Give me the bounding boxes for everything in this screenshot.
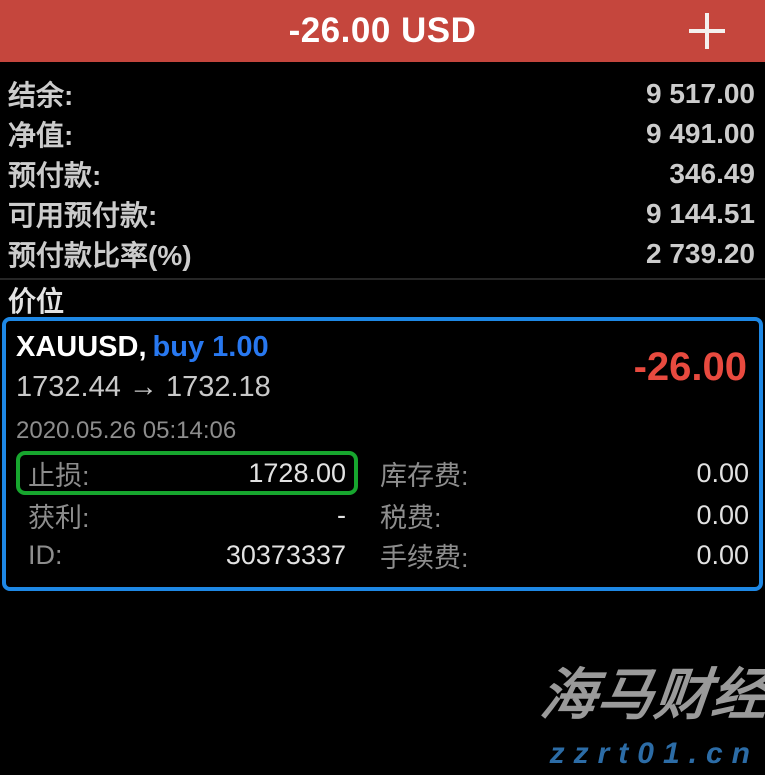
floating-pl-title: -26.00 USD (288, 11, 477, 50)
free-margin-label: 可用预付款: (8, 200, 158, 231)
open-price: 1732.44 (16, 371, 121, 403)
position-details: 止损: 1728.00 库存费: 0.00 获利: - 税费: 0.00 ID:… (16, 451, 749, 575)
account-row-free-margin: 可用预付款: 9 144.51 (8, 194, 755, 234)
section-divider (0, 278, 765, 280)
swap-row: 库存费: 0.00 (380, 453, 749, 493)
account-row-margin-level: 预付款比率(%) 2 739.20 (8, 234, 755, 274)
add-order-button[interactable] (685, 9, 729, 53)
position-header: XAUUSD, buy 1.00 (16, 329, 749, 365)
account-summary: 结余: 9 517.00 净值: 9 491.00 预付款: 346.49 可用… (0, 62, 765, 274)
order-id-row: ID: 30373337 (16, 535, 358, 575)
order-id-label: ID: (28, 539, 63, 570)
account-row-margin: 预付款: 346.49 (8, 154, 755, 194)
order-id-value: 30373337 (225, 539, 346, 570)
take-profit-label: 获利: (28, 502, 90, 533)
stop-loss-row-highlighted: 止损: 1728.00 (16, 451, 358, 495)
swap-label: 库存费: (380, 460, 469, 491)
take-profit-value: - (337, 499, 346, 530)
taxes-label: 税费: (380, 502, 442, 533)
taxes-value: 0.00 (696, 499, 749, 530)
position-prices: 1732.44 → 1732.18 (16, 369, 749, 405)
commission-value: 0.00 (696, 539, 749, 570)
margin-value: 346.49 (669, 158, 755, 189)
symbol-label: XAUUSD, (16, 331, 147, 363)
free-margin-value: 9 144.51 (646, 198, 755, 229)
stop-loss-label: 止损: (28, 460, 90, 491)
current-price: 1732.18 (165, 371, 271, 403)
position-profit: -26.00 (633, 345, 747, 389)
arrow-right-icon: → (128, 371, 158, 403)
swap-value: 0.00 (696, 457, 749, 488)
margin-label: 预付款: (8, 160, 102, 191)
margin-level-value: 2 739.20 (646, 238, 755, 269)
equity-label: 净值: (8, 120, 74, 151)
positions-section-title: 价位 (8, 286, 65, 317)
balance-value: 9 517.00 (646, 78, 755, 109)
header-bar: -26.00 USD (0, 0, 765, 62)
take-profit-row: 获利: - (16, 495, 358, 535)
margin-level-label: 预付款比率(%) (8, 240, 192, 271)
balance-label: 结余: (8, 80, 74, 111)
commission-row: 手续费: 0.00 (380, 535, 749, 575)
account-row-balance: 结余: 9 517.00 (8, 74, 755, 114)
account-row-equity: 净值: 9 491.00 (8, 114, 755, 154)
direction-volume-label: buy 1.00 (152, 331, 269, 363)
stop-loss-value: 1728.00 (248, 457, 346, 488)
commission-label: 手续费: (380, 542, 469, 573)
position-datetime: 2020.05.26 05:14:06 (16, 417, 237, 444)
plus-icon (685, 9, 729, 53)
taxes-row: 税费: 0.00 (380, 495, 749, 535)
watermark-brand: 海马财经 (537, 663, 765, 726)
equity-value: 9 491.00 (646, 118, 755, 149)
position-card[interactable]: XAUUSD, buy 1.00 -26.00 1732.44 → 1732.18… (2, 317, 763, 591)
watermark-site: zzrt01.cn (549, 737, 759, 770)
